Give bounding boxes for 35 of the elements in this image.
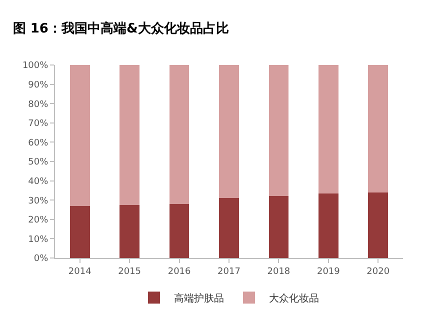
bar [70, 206, 90, 258]
y-tick-label: 100% [22, 61, 49, 72]
y-tick-label: 10% [28, 234, 49, 245]
bar [169, 65, 190, 204]
x-tick-label: 2017 [218, 266, 240, 277]
y-tick-label: 80% [28, 100, 49, 110]
legend-label: 高端护肤品 [174, 292, 224, 304]
y-tick-label: 0% [34, 254, 49, 264]
x-tick-label: 2016 [168, 266, 192, 277]
x-tick-label: 2020 [366, 266, 390, 277]
y-tick-label: 90% [28, 80, 49, 90]
bar [169, 204, 190, 258]
y-tick-label: 30% [28, 196, 49, 206]
bar [120, 65, 140, 205]
bar [219, 65, 239, 198]
bar [120, 204, 140, 258]
chart-title: 图 16：我国中高端&大众化妆品占比 [12, 20, 229, 37]
y-tick-label: 40% [28, 176, 49, 187]
bar [268, 196, 289, 258]
x-tick-label: 2014 [68, 266, 92, 277]
bar [268, 65, 289, 196]
y-tick-label: 60% [28, 138, 49, 148]
bar [70, 65, 90, 206]
bar [368, 192, 388, 258]
bar [318, 65, 338, 194]
y-tick-label: 50% [28, 158, 49, 168]
x-tick-label: 2018 [267, 266, 290, 277]
y-tick-label: 20% [28, 216, 49, 226]
x-tick-label: 2015 [118, 266, 142, 277]
y-tick-label: 70% [28, 119, 49, 130]
bar [318, 193, 338, 258]
bar [368, 65, 388, 192]
bar [219, 198, 239, 258]
x-tick-label: 2019 [316, 266, 340, 277]
legend-label: 大众化妆品 [269, 292, 319, 304]
